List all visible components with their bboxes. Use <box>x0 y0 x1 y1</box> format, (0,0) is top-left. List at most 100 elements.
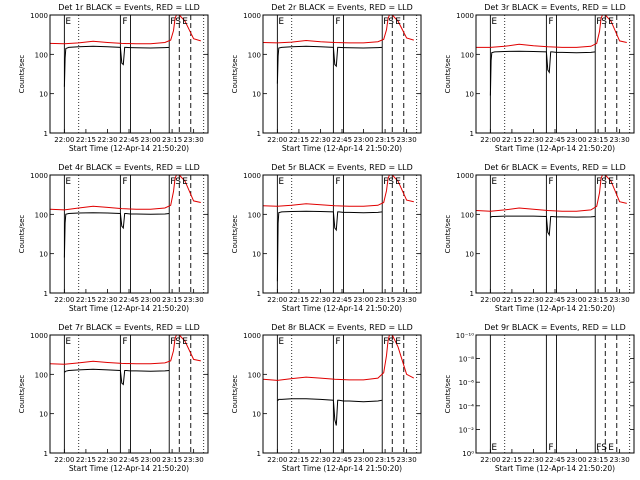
x-tick-label: 23:30 <box>184 296 204 304</box>
event-label: F <box>122 17 127 27</box>
event-label: F <box>335 17 340 27</box>
event-label: E <box>182 337 188 347</box>
series-events-line <box>490 215 596 237</box>
event-lines <box>263 335 418 453</box>
series-events-line <box>277 398 383 426</box>
x-tick-label: 23:30 <box>397 296 417 304</box>
event-label: F <box>548 443 553 453</box>
y-axis-label: Counts/sec <box>231 375 239 414</box>
event-label: E <box>395 177 401 187</box>
event-label: FS <box>596 177 607 187</box>
x-tick-label: 22:00 <box>54 456 74 464</box>
x-tick-label: 23:00 <box>353 456 373 464</box>
chart-title: Det 9r BLACK = Events, RED = LLD <box>484 323 626 332</box>
x-tick-label: 23:15 <box>162 296 182 304</box>
x-tick-label: 23:30 <box>610 136 630 144</box>
x-tick-label: 23:15 <box>375 456 395 464</box>
y-tick-label: 100 <box>248 371 261 379</box>
event-label: F <box>335 337 340 347</box>
event-label: E <box>65 177 71 187</box>
chart-title: Det 1r BLACK = Events, RED = LLD <box>58 3 200 12</box>
x-tick-label: 22:30 <box>523 456 543 464</box>
event-label: E <box>65 337 71 347</box>
y-tick-label: 10 <box>39 91 48 99</box>
event-lines <box>476 175 631 293</box>
x-axis-label: Start Time (12-Apr-14 21:50:20) <box>495 144 615 153</box>
y-tick-label: 100 <box>248 211 261 219</box>
series-events-line <box>63 45 170 87</box>
plot-frame <box>475 14 635 134</box>
series-lld-line <box>50 175 201 211</box>
x-tick-label: 23:00 <box>353 296 373 304</box>
event-label: E <box>182 17 188 27</box>
event-lines <box>263 175 418 293</box>
y-axis-label: Counts/sec <box>444 375 452 414</box>
plot-frame <box>49 334 209 454</box>
y-axis-label: Counts/sec <box>18 375 26 414</box>
y-tick-label: 1000 <box>456 12 474 20</box>
y-tick-label: 1000 <box>30 332 48 340</box>
x-tick-label: 22:45 <box>119 296 139 304</box>
x-tick-label: 22:15 <box>76 296 96 304</box>
series-events-line <box>276 45 383 84</box>
x-tick-label: 23:30 <box>397 136 417 144</box>
chart-title: Det 6r BLACK = Events, RED = LLD <box>484 163 626 172</box>
event-label: E <box>395 337 401 347</box>
x-axis-label: Start Time (12-Apr-14 21:50:20) <box>282 464 402 473</box>
event-label: E <box>65 17 71 27</box>
x-tick-label: 22:30 <box>97 456 117 464</box>
plot-frame <box>262 334 422 454</box>
x-axis-label: Start Time (12-Apr-14 21:50:20) <box>495 304 615 313</box>
x-tick-label: 22:00 <box>267 136 287 144</box>
x-tick-label: 23:00 <box>566 456 586 464</box>
event-label: E <box>491 17 497 27</box>
y-tick-label: 1000 <box>30 172 48 180</box>
x-tick-label: 22:45 <box>545 296 565 304</box>
x-tick-label: 22:45 <box>332 296 352 304</box>
event-label: FS <box>383 17 394 27</box>
x-tick-label: 22:00 <box>54 136 74 144</box>
event-label: F <box>335 177 340 187</box>
y-tick-label: 1 <box>257 290 261 298</box>
x-tick-label: 23:15 <box>162 136 182 144</box>
y-tick-label: 1000 <box>30 12 48 20</box>
y-tick-label: 1000 <box>243 332 261 340</box>
x-tick-label: 22:45 <box>545 136 565 144</box>
x-tick-label: 22:00 <box>480 136 500 144</box>
x-tick-label: 23:30 <box>610 296 630 304</box>
y-axis-label: Counts/sec <box>444 55 452 94</box>
event-label: FS <box>170 337 181 347</box>
y-tick-label: 10 <box>252 251 261 259</box>
event-label: E <box>278 17 284 27</box>
x-tick-label: 22:15 <box>502 136 522 144</box>
x-tick-label: 23:30 <box>184 456 204 464</box>
x-tick-label: 23:00 <box>140 296 160 304</box>
y-tick-label: 1000 <box>456 172 474 180</box>
series-events-line <box>489 50 596 96</box>
y-tick-label: 100 <box>35 51 48 59</box>
event-label: FS <box>596 443 607 453</box>
event-label: F <box>122 177 127 187</box>
x-tick-label: 22:30 <box>97 136 117 144</box>
plot-frame <box>49 14 209 134</box>
y-tick-label: 100 <box>35 371 48 379</box>
event-label: E <box>491 443 497 453</box>
y-tick-label: 1 <box>470 290 474 298</box>
event-label: F <box>548 17 553 27</box>
series-lld-line <box>50 15 201 45</box>
x-tick-label: 22:15 <box>289 296 309 304</box>
y-tick-label: 1 <box>44 130 48 138</box>
x-tick-label: 23:15 <box>588 296 608 304</box>
x-tick-label: 22:15 <box>502 296 522 304</box>
x-tick-label: 22:45 <box>119 136 139 144</box>
plot-frame <box>475 334 635 454</box>
event-label: FS <box>383 337 394 347</box>
x-tick-label: 23:15 <box>588 136 608 144</box>
x-tick-label: 22:30 <box>310 296 330 304</box>
x-axis-label: Start Time (12-Apr-14 21:50:20) <box>282 304 402 313</box>
event-label: E <box>608 443 614 453</box>
x-tick-label: 23:00 <box>566 296 586 304</box>
